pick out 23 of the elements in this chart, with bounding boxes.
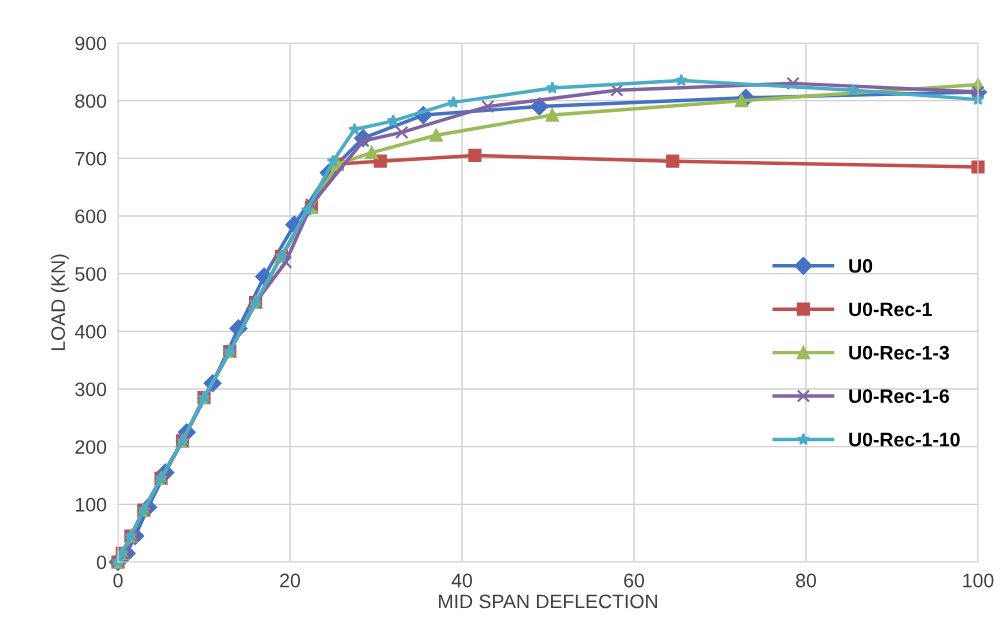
- legend-label: U0-Rec-1-10: [849, 432, 960, 447]
- x-tick-label: 40: [451, 573, 473, 588]
- legend-label: U0: [849, 259, 873, 273]
- y-tick-label: 600: [75, 209, 107, 224]
- y-tick-label: 500: [75, 267, 107, 281]
- y-tick-label: 0: [96, 555, 107, 570]
- y-tick-label: 200: [75, 440, 107, 454]
- legend-label: U0-Rec-1: [849, 302, 932, 317]
- x-tick-label: 60: [624, 573, 645, 588]
- y-tick-label: 400: [74, 324, 107, 339]
- y-axis-title: LOAD (KN): [50, 254, 69, 351]
- y-tick-label: 100: [75, 497, 107, 512]
- x-tick-label: 80: [796, 573, 817, 588]
- x-tick-label: 0: [113, 573, 123, 588]
- legend-label: U0-Rec-1-6: [849, 389, 949, 404]
- y-tick-label: 900: [75, 36, 107, 51]
- x-tick-label: 20: [280, 573, 301, 588]
- legend-label: U0-Rec-1-3: [849, 345, 949, 360]
- y-tick-label: 800: [75, 94, 107, 108]
- x-axis-title: MID SPAN DEFLECTION: [439, 594, 657, 609]
- x-tick-label: 100: [963, 573, 994, 588]
- y-tick-label: 300: [75, 382, 107, 397]
- y-tick-label: 700: [75, 151, 107, 166]
